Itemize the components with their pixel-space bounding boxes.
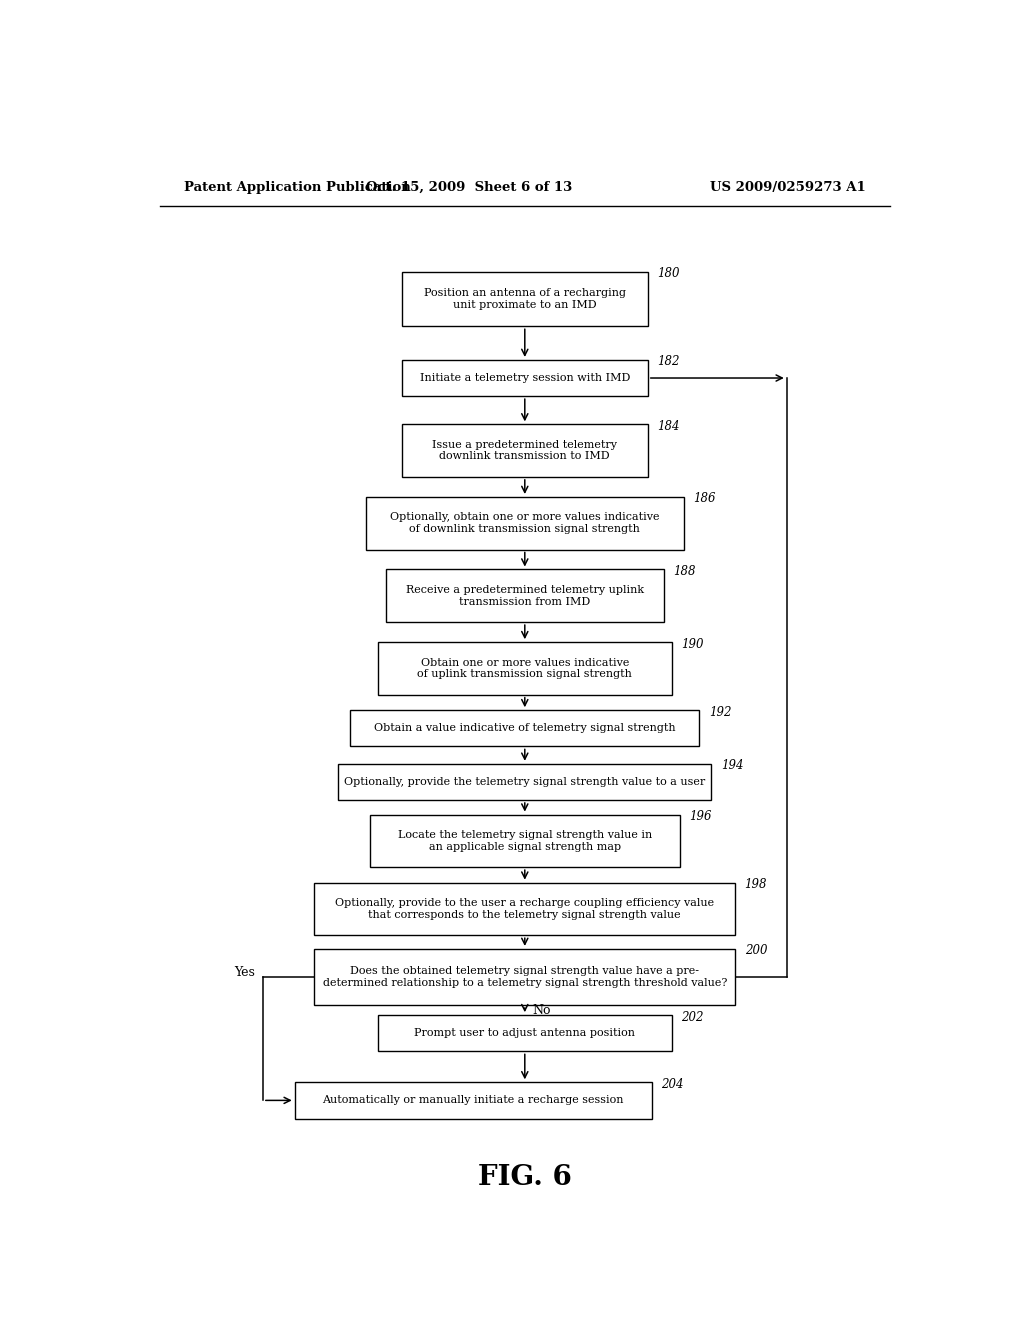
Text: Initiate a telemetry session with IMD: Initiate a telemetry session with IMD	[420, 374, 630, 383]
Text: 194: 194	[721, 759, 743, 772]
Text: Does the obtained telemetry signal strength value have a pre-
determined relatio: Does the obtained telemetry signal stren…	[323, 966, 727, 987]
FancyBboxPatch shape	[401, 424, 648, 477]
Text: 180: 180	[657, 268, 680, 280]
Text: No: No	[532, 1003, 551, 1016]
Text: Optionally, provide the telemetry signal strength value to a user: Optionally, provide the telemetry signal…	[344, 777, 706, 787]
Text: Patent Application Publication: Patent Application Publication	[183, 181, 411, 194]
Text: Prompt user to adjust antenna position: Prompt user to adjust antenna position	[415, 1028, 635, 1039]
Text: FIG. 6: FIG. 6	[478, 1164, 571, 1191]
FancyBboxPatch shape	[338, 764, 712, 800]
Text: 184: 184	[657, 420, 680, 433]
Text: Issue a predetermined telemetry
downlink transmission to IMD: Issue a predetermined telemetry downlink…	[432, 440, 617, 462]
Text: Obtain a value indicative of telemetry signal strength: Obtain a value indicative of telemetry s…	[374, 723, 676, 734]
Text: 200: 200	[744, 944, 767, 957]
FancyBboxPatch shape	[295, 1082, 652, 1118]
FancyBboxPatch shape	[367, 496, 684, 549]
FancyBboxPatch shape	[378, 642, 672, 694]
Text: 196: 196	[689, 810, 712, 822]
FancyBboxPatch shape	[370, 814, 680, 867]
Text: Position an antenna of a recharging
unit proximate to an IMD: Position an antenna of a recharging unit…	[424, 288, 626, 310]
FancyBboxPatch shape	[386, 569, 664, 622]
Text: Automatically or manually initiate a recharge session: Automatically or manually initiate a rec…	[323, 1096, 624, 1105]
Text: Optionally, obtain one or more values indicative
of downlink transmission signal: Optionally, obtain one or more values in…	[390, 512, 659, 535]
Text: 182: 182	[657, 355, 680, 368]
FancyBboxPatch shape	[401, 272, 648, 326]
FancyBboxPatch shape	[401, 360, 648, 396]
Text: 192: 192	[709, 706, 731, 718]
Text: Yes: Yes	[234, 966, 255, 979]
Text: 202: 202	[681, 1011, 703, 1023]
Text: 198: 198	[744, 878, 767, 891]
FancyBboxPatch shape	[314, 949, 735, 1005]
Text: 186: 186	[693, 492, 716, 506]
Text: US 2009/0259273 A1: US 2009/0259273 A1	[711, 181, 866, 194]
Text: Oct. 15, 2009  Sheet 6 of 13: Oct. 15, 2009 Sheet 6 of 13	[367, 181, 572, 194]
Text: 190: 190	[681, 638, 703, 651]
Text: Receive a predetermined telemetry uplink
transmission from IMD: Receive a predetermined telemetry uplink…	[406, 585, 644, 607]
FancyBboxPatch shape	[378, 1015, 672, 1051]
Text: Obtain one or more values indicative
of uplink transmission signal strength: Obtain one or more values indicative of …	[418, 657, 632, 680]
Text: 204: 204	[662, 1077, 684, 1090]
Text: 188: 188	[673, 565, 695, 578]
FancyBboxPatch shape	[314, 883, 735, 936]
Text: Optionally, provide to the user a recharge coupling efficiency value
that corres: Optionally, provide to the user a rechar…	[335, 898, 715, 920]
FancyBboxPatch shape	[350, 710, 699, 747]
Text: Locate the telemetry signal strength value in
an applicable signal strength map: Locate the telemetry signal strength val…	[397, 830, 652, 851]
